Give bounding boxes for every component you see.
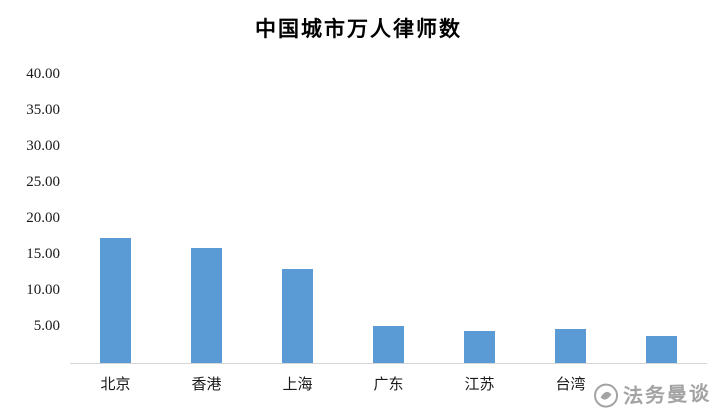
bar-unlabeled (646, 336, 677, 363)
chart-title: 中国城市万人律师数 (255, 17, 462, 41)
y-axis-tick-label: 25.00 (26, 174, 60, 190)
watermark-logo-icon (593, 382, 620, 409)
y-axis-tick-label: 10.00 (26, 282, 60, 298)
x-axis-label: 广东 (373, 377, 404, 393)
x-axis-label: 台湾 (555, 377, 586, 393)
x-axis-line (70, 363, 707, 364)
y-axis-tick-label: 40.00 (26, 66, 60, 82)
watermark: 法务曼谈 (593, 377, 712, 410)
x-axis-label: 北京 (100, 377, 131, 393)
bar-香港 (191, 247, 222, 363)
y-axis-tick-label: 35.00 (26, 102, 60, 118)
bar-江苏 (464, 331, 495, 363)
x-axis-label: 江苏 (464, 377, 495, 393)
bar-北京 (100, 238, 131, 363)
bar-上海 (282, 268, 313, 363)
bar-台湾 (555, 329, 586, 363)
y-axis-tick-label: 30.00 (26, 138, 60, 154)
x-axis-label: 香港 (191, 377, 222, 393)
y-axis-tick-label: 20.00 (26, 210, 60, 226)
x-axis-label: 上海 (282, 377, 313, 393)
bar-广东 (373, 325, 404, 363)
watermark-text: 法务曼谈 (622, 382, 712, 409)
y-axis-tick-label: 5.00 (33, 318, 60, 334)
y-axis-tick-label: 15.00 (26, 246, 60, 262)
